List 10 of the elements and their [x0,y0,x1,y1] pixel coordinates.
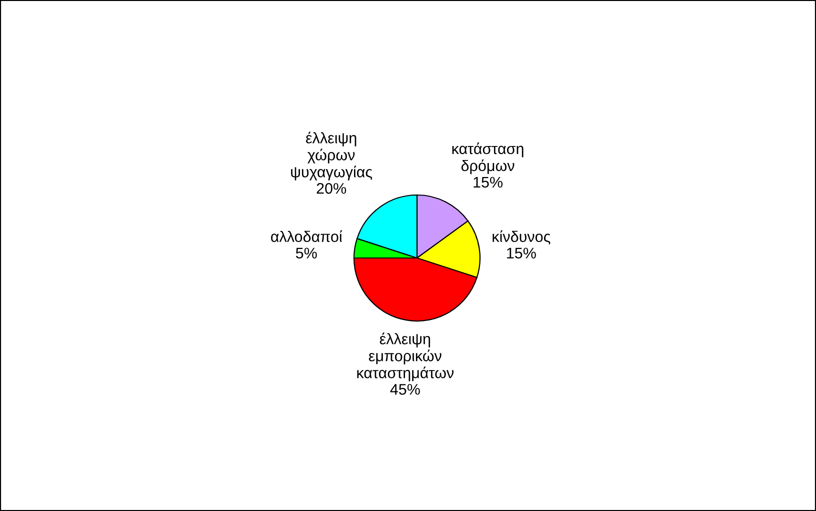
data-label: 15% [474,176,503,188]
slice-label: κίνδυνος [492,230,550,245]
data-label: 20% [316,183,346,194]
data-label: 5% [296,248,317,259]
slice-label: κατάσταση δρόμων [452,142,524,174]
slice-label: έλλειψη χώρων ψυχαγωγίας [291,132,372,180]
slice-label: έλλειψη εμπορικών καταστημάτων [357,332,454,382]
data-label: 45% [390,384,420,395]
data-label: 15% [507,248,536,259]
slice-label: αλλοδαποί [271,230,342,242]
